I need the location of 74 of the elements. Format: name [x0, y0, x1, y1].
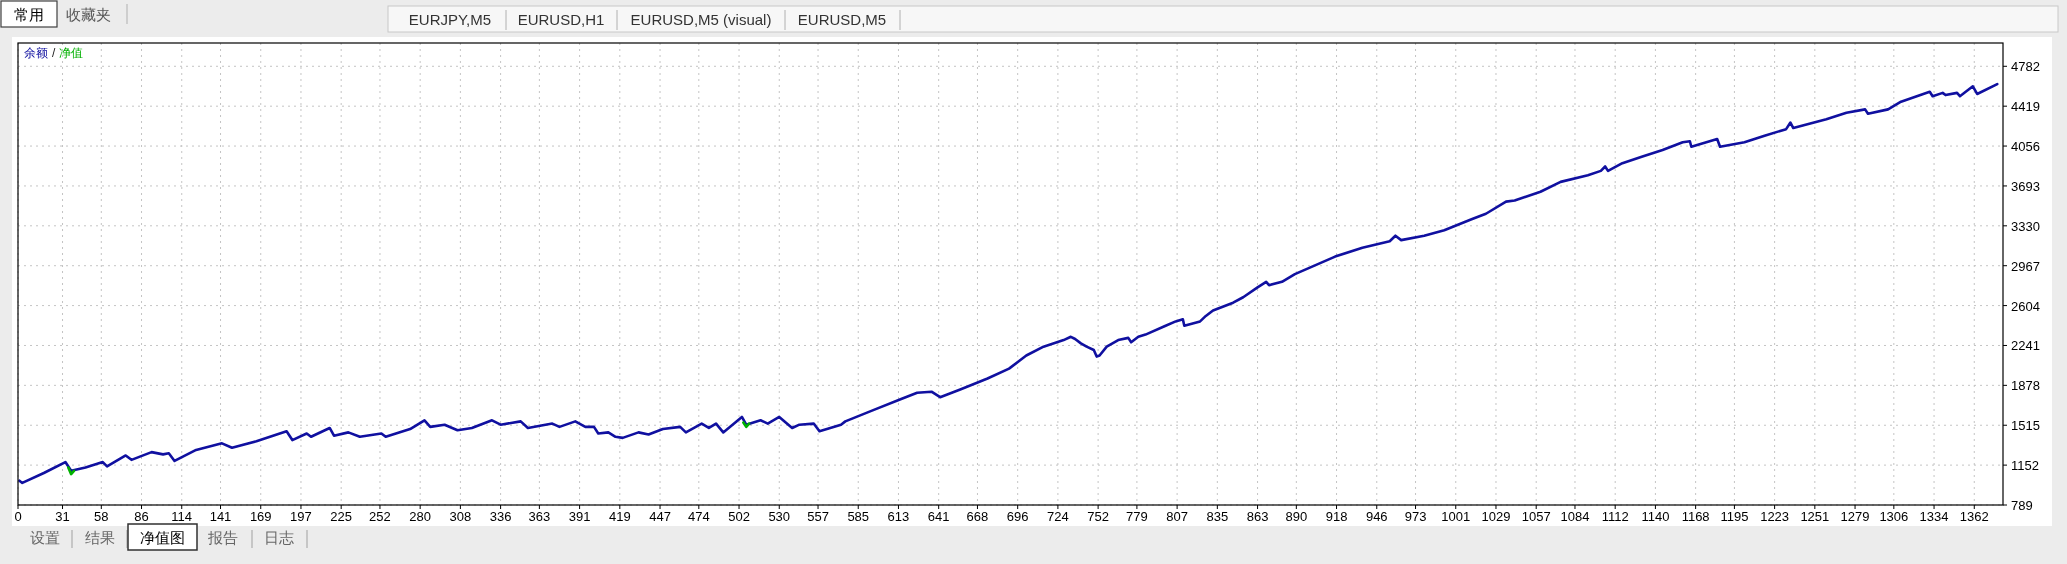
x-tick-label: 779	[1126, 509, 1148, 524]
x-tick-label: 1195	[1720, 509, 1749, 524]
x-tick-label: 308	[449, 509, 472, 524]
x-tick-label: 419	[608, 509, 631, 524]
x-tick-label: 641	[927, 509, 950, 524]
x-tick-label: 391	[568, 509, 591, 524]
x-tick-label: 668	[966, 509, 989, 524]
y-tick-label: 4056	[2011, 139, 2040, 155]
annotation: EURUSD,H1	[517, 11, 605, 28]
annotation: EURJPY,M5	[408, 11, 492, 28]
x-tick-label: 474	[687, 509, 710, 524]
annotation: 日志	[264, 529, 294, 546]
annotation: 报告	[208, 529, 238, 546]
x-tick-label: 225	[330, 509, 352, 524]
x-tick-label: 1084	[1560, 509, 1590, 524]
x-tick-label: 114	[171, 509, 193, 524]
y-tick-label: 2241	[2011, 338, 2040, 354]
x-tick-label: 502	[728, 509, 750, 524]
x-tick-label: 1306	[1879, 509, 1909, 524]
x-tick-label: 1223	[1760, 509, 1790, 524]
x-tick-label: 1362	[1959, 509, 1989, 524]
x-tick-label: 613	[887, 509, 910, 524]
x-tick-label: 724	[1047, 509, 1069, 524]
x-tick-label: 918	[1325, 509, 1348, 524]
x-tick-label: 1001	[1441, 509, 1471, 524]
annotation: 结果	[85, 529, 115, 546]
y-tick-label: 3693	[2011, 178, 2040, 194]
x-tick-label: 58	[94, 509, 109, 524]
x-tick-label: 557	[807, 509, 829, 524]
x-tick-label: 1251	[1800, 509, 1830, 524]
x-tick-label: 169	[249, 509, 272, 524]
annotation: 净值图	[139, 529, 185, 546]
y-tick-label: 3330	[2011, 218, 2040, 234]
x-tick-label: 973	[1404, 509, 1427, 524]
x-tick-label: 863	[1246, 509, 1269, 524]
x-tick-label: 1279	[1840, 509, 1870, 524]
x-tick-label: 447	[649, 509, 671, 524]
annotation: EURUSD,M5	[797, 11, 887, 28]
y-tick-label: 2967	[2011, 258, 2040, 274]
x-tick-label: 946	[1365, 509, 1388, 524]
x-tick-label: 1112	[1601, 509, 1629, 524]
x-tick-label: 752	[1087, 509, 1109, 524]
x-tick-label: 336	[489, 509, 512, 524]
x-tick-label: 141	[209, 509, 232, 524]
annotation: /	[52, 46, 56, 60]
x-tick-label: 1168	[1681, 509, 1710, 524]
x-tick-label: 807	[1166, 509, 1188, 524]
y-tick-label: 789	[2011, 498, 2033, 513]
x-tick-label: 585	[847, 509, 870, 524]
x-tick-label: 363	[528, 509, 551, 524]
x-tick-label: 1057	[1521, 509, 1551, 524]
x-tick-label: 0	[14, 509, 22, 524]
y-tick-label: 4782	[2011, 59, 2040, 75]
x-tick-label: 86	[134, 509, 149, 524]
x-tick-label: 252	[369, 509, 391, 524]
x-tick-label: 1140	[1641, 509, 1670, 524]
annotation: EURUSD,M5 (visual)	[630, 11, 772, 28]
annotation: 设置	[30, 529, 60, 546]
x-tick-label: 890	[1285, 509, 1308, 524]
x-tick-label: 31	[55, 509, 70, 524]
y-tick-label: 1878	[2011, 378, 2040, 394]
y-tick-label: 2604	[2011, 298, 2040, 314]
y-tick-label: 1515	[2011, 418, 2040, 434]
x-tick-label: 1029	[1481, 509, 1511, 524]
annotation: 收藏夹	[65, 6, 111, 23]
x-tick-label: 197	[290, 509, 312, 524]
x-tick-label: 835	[1206, 509, 1229, 524]
x-tick-label: 280	[409, 509, 431, 524]
x-tick-label: 696	[1006, 509, 1029, 524]
x-tick-label: 530	[768, 509, 791, 524]
annotation: 常用	[14, 6, 44, 23]
x-tick-label: 1334	[1919, 509, 1949, 524]
y-tick-label: 1152	[2011, 458, 2039, 474]
y-tick-label: 4419	[2011, 99, 2040, 115]
